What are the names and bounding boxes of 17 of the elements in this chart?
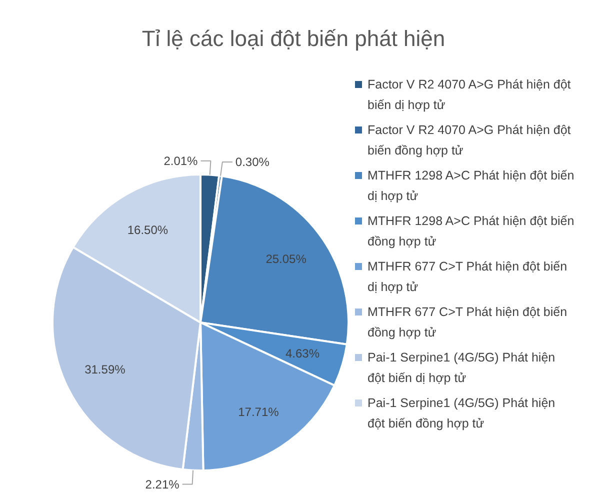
legend-label: Factor V R2 4070 A>G Phát hiện đột biến dị hợp tử [368, 78, 572, 112]
data-label: 0.30% [235, 154, 270, 169]
data-label: 16.50% [127, 222, 168, 237]
legend-label: MTHFR 1298 A>C Phát hiện đột biến dị hợp tử [368, 168, 574, 203]
legend-label: MTHFR 677 C>T Phát hiện đột biến dị hợp tử [368, 260, 568, 294]
data-label: 2.01% [164, 154, 198, 168]
legend-label: Factor V R2 4070 A>G Phát hiện đột biến đồng hợp tử [368, 123, 572, 158]
data-label: 2.21% [145, 477, 180, 492]
data-label: 25.05% [266, 252, 307, 266]
data-label: 4.63% [285, 346, 320, 360]
legend-label: MTHFR 1298 A>C Phát hiện đột biến đồng hợp tử [368, 214, 574, 248]
legend-label: Pai-1 Serpine1 (4G/5G) Phát hiện đột biến dị hợp tử [368, 350, 556, 385]
legend-label: Pai-1 Serpine1 (4G/5G) Phát hiện đột biến đồng hợp tử [368, 396, 556, 430]
chart-title: Tỉ lệ các loại đột biến phát hiện [142, 26, 446, 51]
data-label: 17.71% [238, 404, 280, 419]
legend-label: MTHFR 677 C>T Phát hiện đột biến đồng hợp tử [368, 305, 568, 340]
data-label: 31.59% [84, 362, 126, 377]
